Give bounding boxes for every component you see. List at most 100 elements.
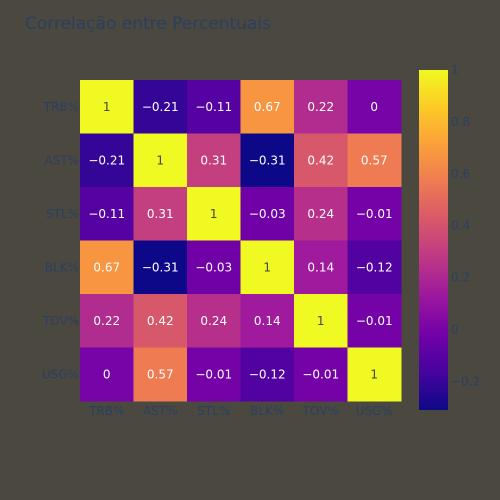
heatmap-cell-label: −0.12	[356, 260, 393, 274]
heatmap-cell-label: −0.31	[142, 260, 179, 274]
colorbar-tick-label: 0.2	[451, 271, 470, 285]
heatmap-cell-label: 0.24	[307, 207, 334, 221]
y-axis-tick-label: STL%	[46, 207, 79, 221]
heatmap-cell	[294, 80, 348, 134]
heatmap-cell	[187, 347, 241, 402]
heatmap-cell-label: −0.12	[249, 367, 286, 381]
heatmap-cell-label: 0.31	[147, 207, 174, 221]
x-axis-tick-label: USG%	[356, 404, 393, 418]
heatmap-cell	[347, 240, 402, 295]
y-axis-tick-label: TOV%	[42, 314, 79, 328]
colorbar-gradient	[419, 70, 448, 410]
x-axis-tick-label: AST%	[143, 404, 178, 418]
heatmap-cell-label: 1	[370, 367, 378, 381]
x-axis-tick-label: TRB%	[88, 404, 124, 418]
heatmap-cell	[240, 347, 295, 402]
heatmap-cell	[133, 187, 188, 241]
heatmap-cell-label: −0.01	[302, 367, 339, 381]
heatmap-cell	[294, 240, 348, 295]
heatmap-cell-label: 0	[370, 100, 378, 114]
heatmap-cell-label: 0.14	[307, 260, 334, 274]
colorbar-tick-label: −0.2	[451, 374, 480, 388]
x-axis-tick-label: STL%	[197, 404, 230, 418]
colorbar: −0.2 0 0.2 0.4 0.6 0.8 1	[419, 63, 480, 410]
heatmap-cell	[240, 80, 295, 134]
y-axis-tick-label: BLK%	[45, 260, 79, 274]
y-axis-tick-label: AST%	[44, 153, 79, 167]
heatmap-cell	[347, 187, 402, 241]
heatmap-cell	[347, 133, 402, 188]
heatmap-cell	[187, 240, 241, 295]
heatmap-cell	[133, 133, 188, 188]
heatmap-cell	[187, 187, 241, 241]
heatmap-cell-label: 1	[263, 260, 271, 274]
heatmap-cell	[294, 187, 348, 241]
heatmap-cell	[187, 133, 241, 188]
heatmap-cells	[80, 80, 402, 402]
colorbar-tick-label: 0	[451, 323, 459, 337]
heatmap-cell	[80, 240, 134, 295]
heatmap-cell-label: −0.11	[195, 100, 232, 114]
heatmap-cell	[294, 347, 348, 402]
heatmap-cell-label: −0.31	[249, 153, 286, 167]
heatmap-cell-label: 0.42	[147, 314, 174, 328]
y-axis-tick-label: TRB%	[43, 100, 79, 114]
heatmap-cell	[240, 187, 295, 241]
heatmap-cell-label: 0.67	[93, 260, 120, 274]
heatmap-cell-label: −0.01	[195, 367, 232, 381]
heatmap-cell-label: 0.24	[200, 314, 227, 328]
heatmap-cell	[187, 80, 241, 134]
heatmap-cell	[80, 80, 134, 134]
heatmap-cell-label: 1	[210, 207, 218, 221]
heatmap-cell	[240, 294, 295, 348]
colorbar-tick-label: 0.4	[451, 219, 470, 233]
heatmap-cell	[347, 294, 402, 348]
heatmap-cell-labels: 1 −0.21 −0.11 0.67 0.22 0 −0.21 1 0.31 −0.31 0.42 0…	[88, 100, 392, 382]
heatmap-cell-label: 1	[317, 314, 325, 328]
heatmap-cell-label: 1	[156, 153, 164, 167]
heatmap-cell	[294, 294, 348, 348]
heatmap-cell-label: −0.11	[88, 207, 125, 221]
heatmap-cell-label: 0.22	[93, 314, 120, 328]
heatmap-cell-label: −0.01	[356, 314, 393, 328]
heatmap-cell	[80, 187, 134, 241]
heatmap-cell-label: −0.21	[88, 153, 125, 167]
heatmap-cell	[133, 347, 188, 402]
colorbar-tick-labels: −0.2 0 0.2 0.4 0.6 0.8 1	[451, 63, 480, 388]
chart-title: Correlação entre Percentuais	[25, 14, 271, 34]
colorbar-tick-label: 1	[451, 63, 459, 77]
heatmap-cell	[347, 80, 402, 134]
heatmap-cell	[133, 294, 188, 348]
heatmap-cell-label: 0.22	[307, 100, 334, 114]
heatmap-cell-label: 0.31	[200, 153, 227, 167]
heatmap-cell	[347, 347, 402, 402]
heatmap-cell-label: 0.57	[147, 367, 174, 381]
heatmap-cell	[294, 133, 348, 188]
heatmap-cell	[240, 133, 295, 188]
colorbar-tick-label: 0.8	[451, 115, 470, 129]
heatmap-cell-label: −0.21	[142, 100, 179, 114]
heatmap-cell-label: 0.14	[254, 314, 281, 328]
heatmap-cell	[80, 347, 134, 402]
heatmap-cell	[240, 240, 295, 295]
heatmap-cell-label: −0.03	[249, 207, 286, 221]
heatmap-cell	[187, 294, 241, 348]
heatmap-cell	[80, 133, 134, 188]
heatmap-cell-label: 1	[103, 100, 111, 114]
heatmap-cell	[133, 240, 188, 295]
y-axis-tick-label: USG%	[42, 367, 79, 381]
y-axis-tick-labels: TRB% AST% STL% BLK% TOV% USG%	[42, 100, 79, 382]
heatmap-cell	[80, 294, 134, 348]
heatmap-cell-label: 0	[103, 367, 111, 381]
x-axis-tick-label: BLK%	[250, 404, 284, 418]
heatmap-cell-label: 0.67	[254, 100, 281, 114]
x-axis-tick-labels: TRB% AST% STL% BLK% TOV% USG%	[88, 404, 393, 418]
heatmap-cell-label: 0.57	[361, 153, 388, 167]
colorbar-tick-label: 0.6	[451, 167, 470, 181]
x-axis-tick-label: TOV%	[302, 404, 339, 418]
heatmap-cell-label: 0.42	[307, 153, 334, 167]
heatmap-cell-label: −0.03	[195, 260, 232, 274]
heatmap-cell	[133, 80, 188, 134]
heatmap-cell-label: −0.01	[356, 207, 393, 221]
